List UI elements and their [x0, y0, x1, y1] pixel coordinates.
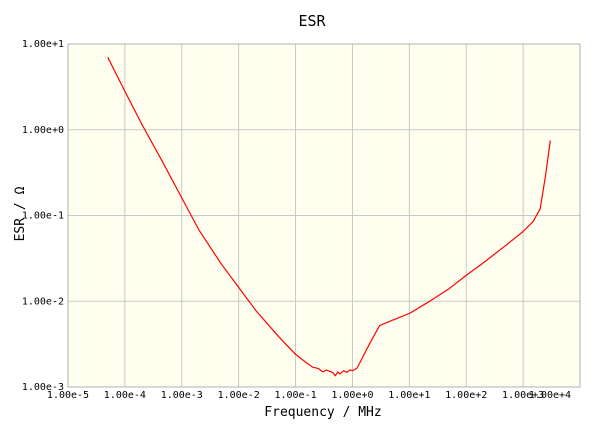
- x-tick-label-3: 1.00e-2: [218, 390, 260, 401]
- x-tick-label-6: 1.00e+1: [388, 390, 430, 401]
- x-axis-label: Frequency / MHz: [264, 405, 381, 420]
- series-line-0: [107, 57, 551, 377]
- x-tick-label-7: 1.00e+2: [445, 390, 487, 401]
- chart-title: ESR: [298, 12, 326, 30]
- y-tick-label-3: 1.00e-2: [22, 296, 64, 307]
- y-tick-label-4: 1.00e-3: [22, 382, 64, 393]
- x-tick-labels: 1.00e-5 1.00e-4 1.00e-3 1.00e-2 1.00e-1 1.00e…: [47, 390, 571, 401]
- x-tick-label-8: 1.00e+3: [502, 390, 544, 401]
- plot-frame: [67, 43, 581, 388]
- x-tick-label-4: 1.00e-1: [274, 390, 316, 401]
- x-tick-label-2: 1.00e-3: [161, 390, 203, 401]
- x-tick-label-9: 1.00e+4: [529, 390, 571, 401]
- y-tick-label-2: 1.00e-1: [22, 211, 64, 222]
- x-tick-label-1: 1.00e-4: [104, 390, 146, 401]
- y-tick-labels: 1.00e+1 1.00e+0 1.00e-1 1.00e-2 1.00e-3: [22, 39, 64, 393]
- series-layer: [107, 57, 551, 377]
- y-axis-label: ESR / Ω: [13, 186, 28, 241]
- y-tick-label-1: 1.00e+0: [22, 125, 64, 136]
- x-tick-label-5: 1.00e+0: [331, 390, 373, 401]
- y-tick-label-0: 1.00e+1: [22, 39, 64, 50]
- x-tick-label-0: 1.00e-5: [47, 390, 89, 401]
